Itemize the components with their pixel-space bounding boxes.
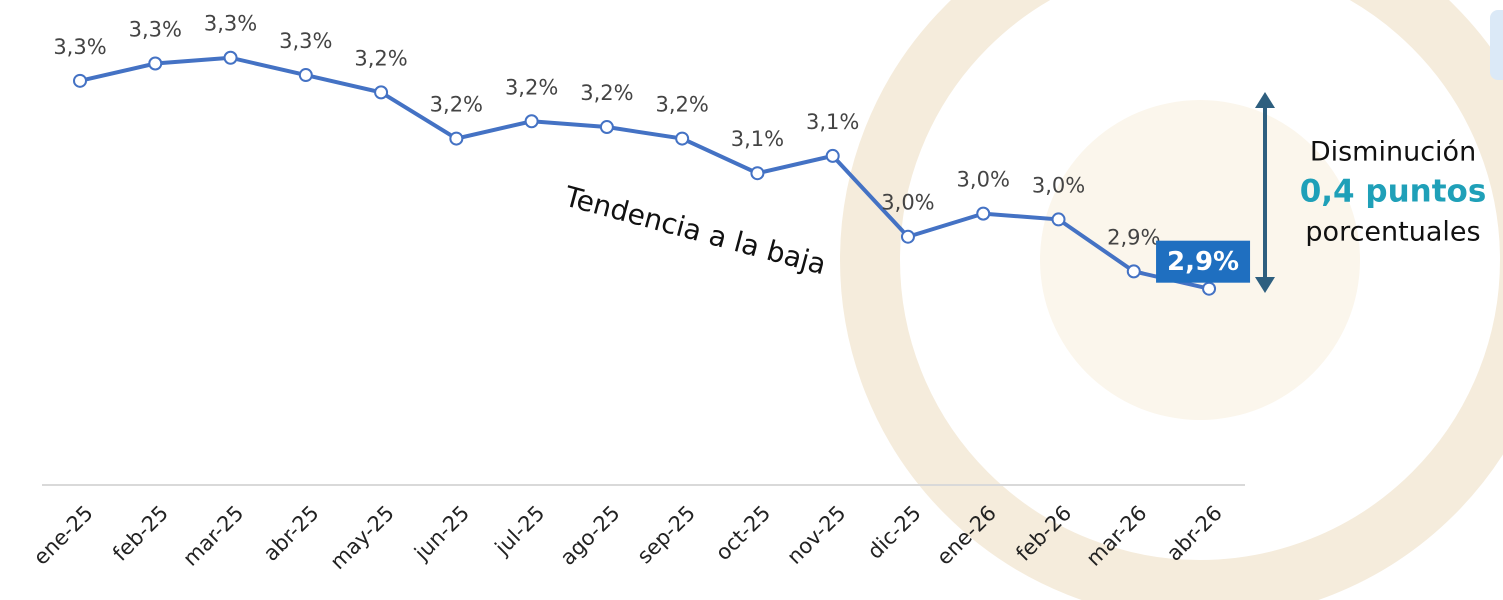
- x-tick-label: ago-25: [556, 501, 625, 570]
- point: [900, 229, 915, 244]
- x-tick-label: nov-25: [782, 501, 850, 569]
- x-tick-label: abr-25: [259, 501, 324, 566]
- arrow-head: [1255, 92, 1275, 108]
- point: [298, 68, 313, 83]
- point: [449, 131, 464, 146]
- arrow-head: [1255, 277, 1275, 293]
- data-label: 3,1%: [806, 110, 859, 134]
- point: [1202, 281, 1217, 296]
- data-label: 3,3%: [53, 35, 106, 59]
- side-panel: [1490, 10, 1503, 80]
- data-label: 3,0%: [881, 191, 934, 215]
- data-label: 3,0%: [957, 168, 1010, 192]
- data-label: 3,2%: [354, 46, 407, 70]
- x-tick-label: oct-25: [711, 501, 775, 565]
- x-tick-label: dic-25: [863, 501, 926, 564]
- x-tick-label: abr-26: [1162, 501, 1227, 566]
- line: [79, 55, 1210, 291]
- x-tick-label: sep-25: [632, 501, 700, 569]
- x-tick-label: feb-25: [108, 501, 173, 566]
- x-tick-label: ene-25: [29, 501, 98, 570]
- point: [1126, 264, 1141, 279]
- point: [825, 148, 840, 163]
- point: [374, 85, 389, 100]
- data-label: 3,2%: [580, 81, 633, 105]
- data-label: 3,2%: [430, 93, 483, 117]
- data-label: 3,2%: [505, 75, 558, 99]
- annotation: Tendencia a la baja: [560, 180, 829, 282]
- annotation: porcentuales: [1305, 217, 1480, 248]
- x-tick-label: may-25: [326, 501, 399, 574]
- data-label: 2,9%: [1167, 247, 1239, 277]
- point: [1051, 212, 1066, 227]
- annotation: Disminución: [1310, 137, 1476, 168]
- point: [524, 114, 539, 129]
- data-label: 3,1%: [731, 127, 784, 151]
- point: [750, 166, 765, 181]
- x-tick-label: jul-25: [490, 501, 550, 561]
- data-label: 3,0%: [1032, 173, 1085, 197]
- data-label: 3,2%: [655, 93, 708, 117]
- highlight-box: [1156, 240, 1251, 283]
- point: [599, 120, 614, 135]
- point: [976, 206, 991, 221]
- annotation: 0,4 puntos: [1300, 174, 1487, 210]
- data-label: 3,3%: [129, 18, 182, 42]
- point: [148, 56, 163, 71]
- x-tick-label: jun-25: [409, 501, 474, 566]
- point: [73, 73, 87, 88]
- data-label: 3,3%: [279, 29, 332, 53]
- background-emblem: [840, 0, 1503, 600]
- point: [223, 50, 238, 65]
- data-label: 2,9%: [1107, 225, 1160, 249]
- point: [675, 131, 690, 146]
- x-tick-label: mar-25: [178, 501, 248, 571]
- data-label: 3,3%: [204, 12, 257, 36]
